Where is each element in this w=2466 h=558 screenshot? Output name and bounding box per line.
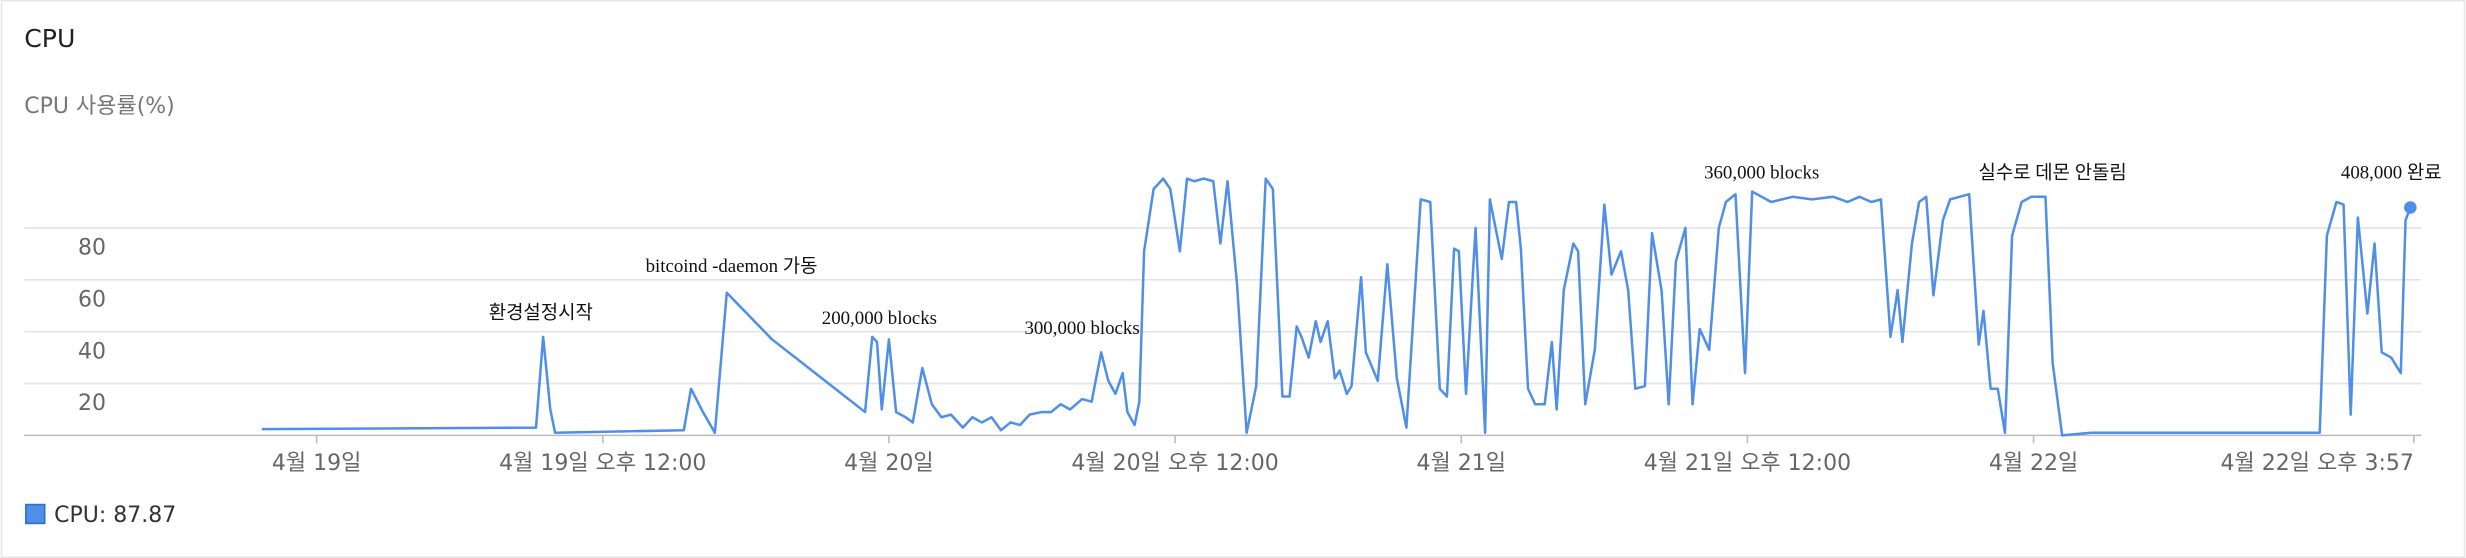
legend-label: CPU: 87.87	[54, 503, 176, 528]
y-axis-label: CPU 사용률(%)	[24, 94, 175, 119]
x-tick-label: 4월 21일 오후 12:00	[1644, 451, 1851, 476]
y-tick-label: 80	[78, 236, 106, 261]
cpu-line	[261, 177, 2412, 437]
annotation: 환경설정시작	[489, 302, 593, 324]
x-tick-label: 4월 20일 오후 12:00	[1071, 451, 1278, 476]
annotation: 360,000 blocks	[1704, 163, 1819, 184]
annotation: 300,000 blocks	[1024, 318, 1139, 339]
x-tick-label: 4월 21일	[1417, 451, 1506, 476]
x-tick-label: 4월 22일	[1989, 451, 2078, 476]
y-tick-label: 40	[78, 339, 106, 364]
annotation: bitcoind -daemon 가동	[646, 255, 818, 277]
y-tick-label: 60	[78, 288, 106, 313]
annotation: 200,000 blocks	[822, 308, 937, 329]
annotation: 408,000 완료	[2341, 162, 2442, 184]
x-tick-label: 4월 20일	[844, 451, 933, 476]
last-point	[2404, 201, 2417, 214]
chart-title: CPU	[24, 24, 75, 53]
y-tick-label: 20	[78, 391, 106, 416]
x-tick-label: 4월 19일 오후 12:00	[499, 451, 706, 476]
legend-swatch	[25, 503, 46, 525]
x-tick-label: 4월 22일 오후 3:57	[2221, 451, 2414, 476]
x-tick-label: 4월 19일	[272, 451, 361, 476]
annotation: 실수로 데몬 안돌림	[1979, 162, 2127, 184]
